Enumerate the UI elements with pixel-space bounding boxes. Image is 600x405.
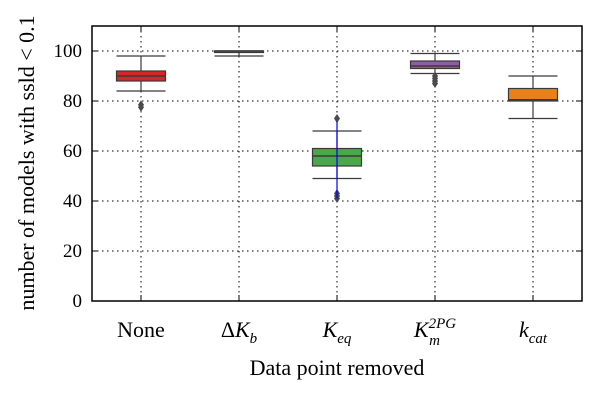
y-tick-label: 60 [63,141,82,162]
y-tick-label: 100 [54,41,83,62]
x-tick-label: ΔKb [221,317,258,347]
x-axis-title: Data point removed [250,355,425,380]
box-1 [213,50,265,57]
y-tick-label: 0 [73,291,83,312]
x-tick-label: kcat [519,317,548,347]
y-axis-title: number of models with ssld < 0.1 [14,15,39,310]
x-tick-label: Keq [322,317,352,347]
y-tick-label: 20 [63,241,82,262]
x-tick-label: None [117,317,165,342]
y-tick-label: 80 [63,91,82,112]
outlier-point [432,79,438,88]
outlier-point [334,114,340,123]
box-body [507,87,559,102]
box-3 [409,52,461,88]
y-tick-label: 40 [63,191,82,212]
x-tick-label: K2PG m [413,316,456,349]
outlier-point [138,100,144,110]
box-body [409,60,461,70]
box-4 [507,75,559,120]
box-0 [115,55,167,112]
